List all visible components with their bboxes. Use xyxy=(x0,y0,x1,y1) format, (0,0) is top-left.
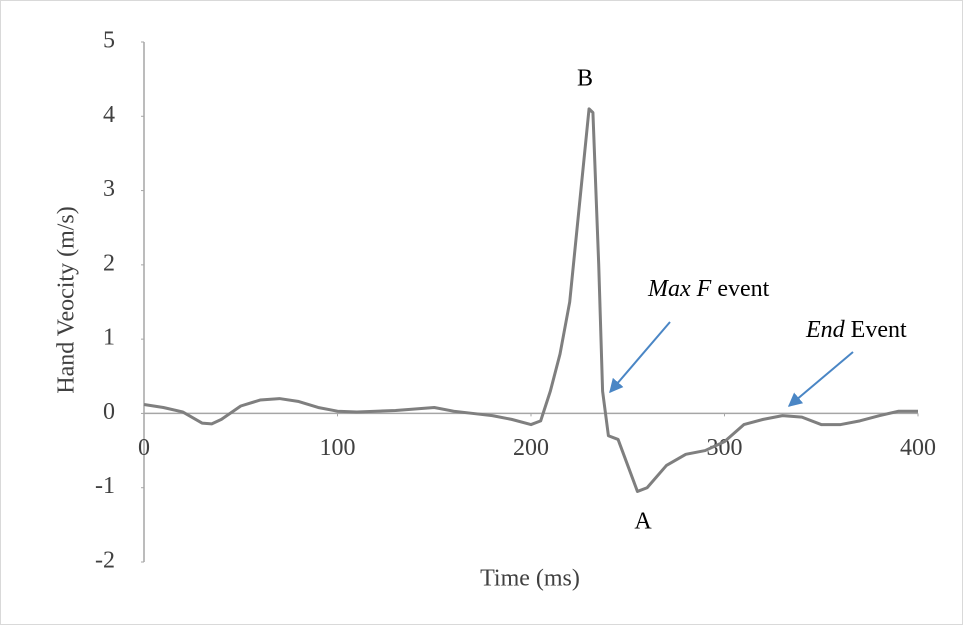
y-axis-title: Hand Veocity (m/s) xyxy=(54,206,80,394)
y-tick-label: 5 xyxy=(103,28,115,54)
annotation-end: End Event xyxy=(805,317,907,343)
y-tick-label: 2 xyxy=(103,250,115,276)
x-tick-label: 0 xyxy=(138,435,150,461)
y-tick-label: 1 xyxy=(103,325,115,351)
annotation-max-f: Max F event xyxy=(647,276,770,302)
annotation-text: Event xyxy=(851,317,907,343)
arrow xyxy=(787,351,854,407)
y-tick-label: 4 xyxy=(103,102,115,128)
line-series xyxy=(143,107,918,493)
y-tick-label: -2 xyxy=(95,548,115,574)
annotation-b: B xyxy=(577,66,593,92)
annotation-a: A xyxy=(634,509,652,535)
x-tick-label: 100 xyxy=(320,435,356,461)
x-tick-label: 400 xyxy=(900,435,936,461)
annotation-text: event xyxy=(717,276,769,302)
annotation-italic: End xyxy=(805,317,846,343)
y-tick-label: 0 xyxy=(103,399,115,425)
arrow xyxy=(609,321,671,394)
annotation-italic: Max F xyxy=(647,276,712,302)
y-tick-label: -1 xyxy=(95,473,115,499)
x-axis-title: Time (ms) xyxy=(480,566,580,592)
y-tick-label: 3 xyxy=(103,176,115,202)
x-tick-label: 200 xyxy=(513,435,549,461)
